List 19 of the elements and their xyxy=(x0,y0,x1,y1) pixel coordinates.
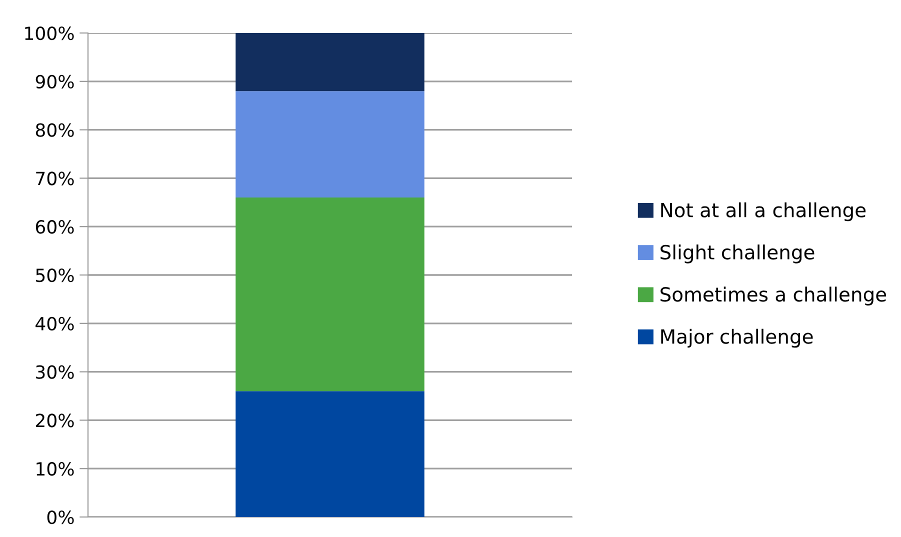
y-tick-label: 0% xyxy=(47,510,74,524)
bar xyxy=(236,91,424,198)
y-tick-label: 100% xyxy=(25,26,74,40)
y-tick-label: 40% xyxy=(36,316,74,331)
bar xyxy=(236,198,424,392)
y-tick-label: 90% xyxy=(36,74,74,89)
bar xyxy=(236,391,424,517)
y-tick-label: 70% xyxy=(36,172,74,186)
legend-label: Not at all a challenge xyxy=(661,202,866,222)
y-tick-label: 50% xyxy=(36,268,74,282)
y-tick-label: 80% xyxy=(36,123,74,137)
bar xyxy=(236,33,424,92)
y-tick-label: 60% xyxy=(36,220,74,234)
y-tick-label: 20% xyxy=(36,414,74,428)
legend-label: Sometimes a challenge xyxy=(660,286,886,306)
y-tick-label: 30% xyxy=(36,365,74,379)
legend-label: Slight challenge xyxy=(660,244,814,264)
y-tick-label: 10% xyxy=(36,462,74,476)
legend-label: Major challenge xyxy=(661,328,813,348)
